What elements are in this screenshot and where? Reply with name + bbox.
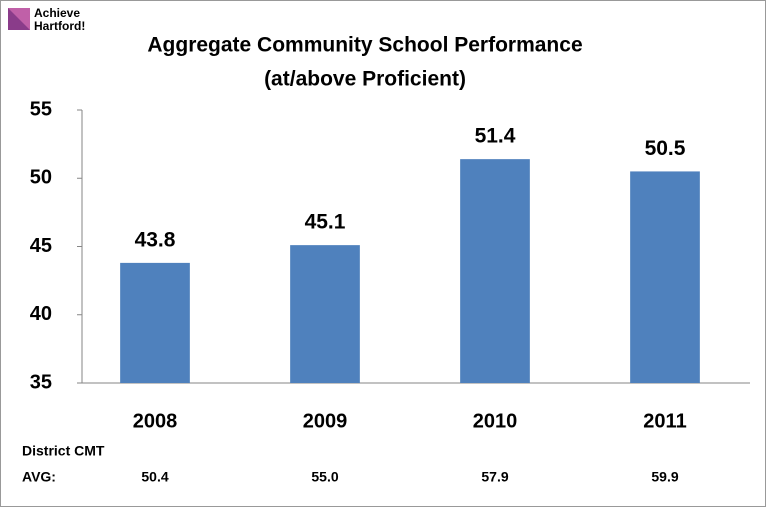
chart-title: (at/above Proficient) bbox=[264, 68, 466, 91]
logo-icon bbox=[8, 8, 30, 30]
data-label: 51.4 bbox=[475, 125, 516, 148]
district-value: 50.4 bbox=[141, 469, 168, 485]
data-label: 50.5 bbox=[645, 137, 686, 160]
logo-text: Hartford! bbox=[34, 19, 85, 33]
district-value: 55.0 bbox=[311, 469, 338, 485]
district-value: 59.9 bbox=[651, 469, 678, 485]
district-value: 57.9 bbox=[481, 469, 508, 485]
y-tick-label: 55 bbox=[30, 98, 52, 120]
y-tick-label: 45 bbox=[30, 235, 52, 257]
logo-text: Achieve bbox=[34, 6, 80, 20]
x-tick-label: 2009 bbox=[303, 410, 348, 432]
bar bbox=[630, 171, 700, 383]
bar bbox=[290, 245, 360, 383]
y-tick-label: 35 bbox=[30, 371, 52, 393]
data-label: 45.1 bbox=[305, 211, 346, 234]
x-tick-label: 2010 bbox=[473, 410, 518, 432]
chart-title: Aggregate Community School Performance bbox=[147, 34, 582, 57]
district-label: District CMT bbox=[22, 443, 105, 459]
data-label: 43.8 bbox=[135, 228, 176, 251]
y-tick-label: 50 bbox=[30, 167, 52, 189]
x-tick-label: 2008 bbox=[133, 410, 178, 432]
district-label: AVG: bbox=[22, 469, 56, 485]
y-tick-label: 40 bbox=[30, 303, 52, 325]
bar bbox=[460, 159, 530, 383]
bar bbox=[120, 262, 190, 383]
x-tick-label: 2011 bbox=[643, 410, 686, 432]
